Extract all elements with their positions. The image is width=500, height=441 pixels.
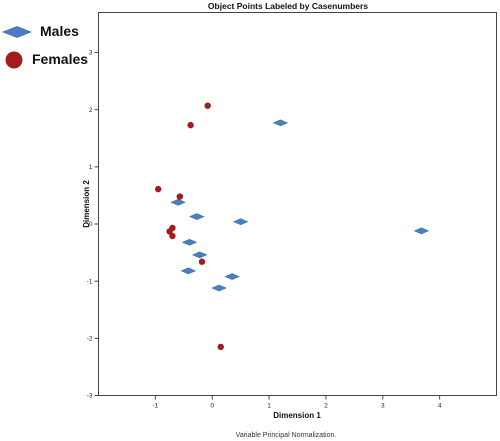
legend-label-males: Males [40,23,79,39]
y-tick-label: 3 [89,50,93,57]
circle-icon [5,51,23,69]
x-axis-ticks: -1 0 1 2 3 4 [152,395,442,410]
y-axis-label: Dimension 2 [82,180,91,228]
x-tick-label: 2 [324,403,328,410]
x-axis-label: Dimension 1 [273,411,321,420]
female-point [217,343,224,351]
x-tick-label: 3 [381,403,385,410]
chart-title: Object Points Labeled by Casenumbers [208,1,368,11]
x-tick-label: -1 [152,403,158,410]
y-tick-label: 2 [89,107,93,114]
male-point [191,251,208,259]
legend-label-females: Females [32,51,89,67]
female-point [187,121,194,129]
legend-item-males: Males [0,20,120,44]
plot-area [98,12,497,396]
x-tick-label: 4 [438,403,442,410]
y-tick-label: 0 [89,221,93,228]
male-point [180,267,197,275]
female-point [155,185,162,193]
x-tick-label: 0 [210,403,214,410]
male-point [224,273,240,280]
data-points [155,102,430,351]
legend-item-females: Females [0,48,120,72]
y-axis-ticks: -3 -2 -1 0 1 2 3 [87,50,99,400]
male-point [170,198,186,206]
male-point [272,119,289,127]
female-point [169,232,176,240]
y-tick-label: -3 [87,393,93,400]
male-point [189,213,205,220]
y-tick-label: -2 [87,336,93,343]
male-point [181,238,198,246]
male-point [413,227,430,235]
male-point [211,284,227,292]
y-tick-label: 1 [89,164,93,171]
y-tick-label: -1 [87,278,93,285]
diamond-icon [2,26,32,38]
female-point [198,258,206,265]
female-point [204,102,211,109]
female-point [166,228,173,235]
female-point [176,193,184,200]
footnote: Variable Principal Normalization. [236,432,337,439]
male-point [232,218,249,226]
x-tick-label: 1 [267,403,271,410]
